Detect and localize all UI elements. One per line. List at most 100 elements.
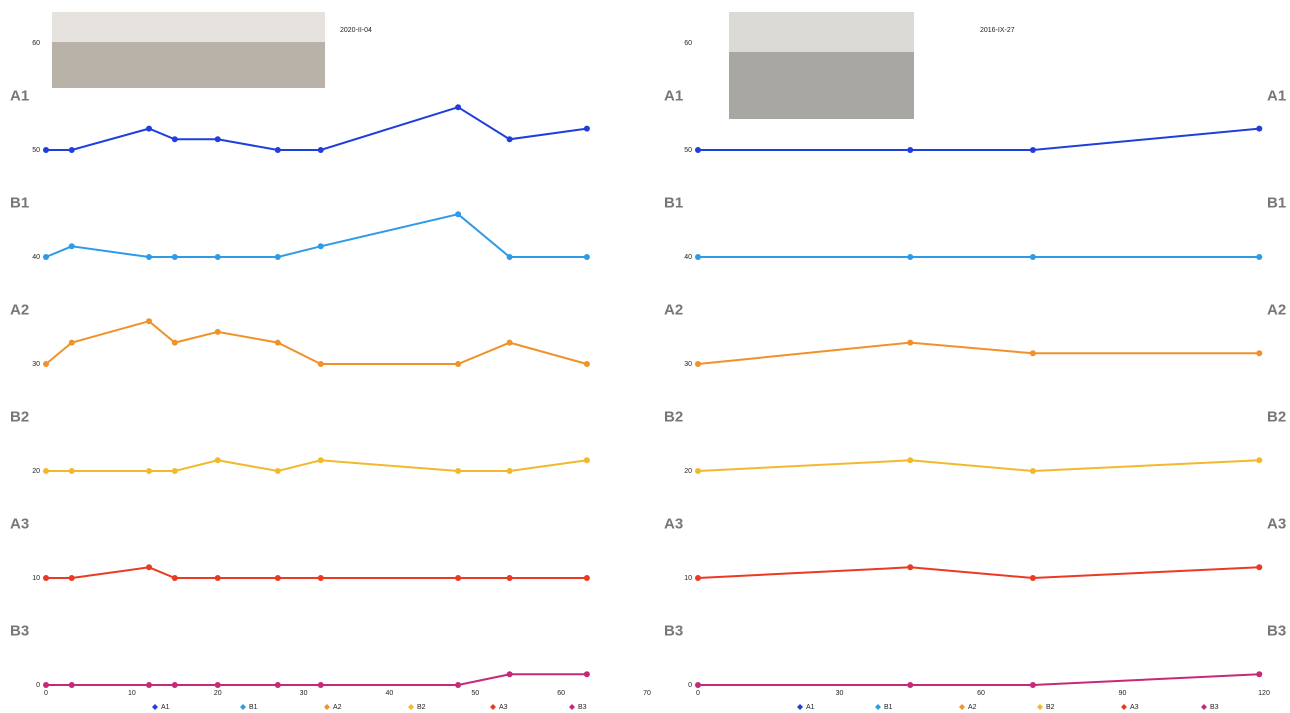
legend-label: A2 <box>333 704 342 711</box>
y-tick-label: 20 <box>32 468 40 475</box>
data-point <box>171 682 178 688</box>
chart-title: 2020-II-04 <box>340 27 372 34</box>
band-label: A1 <box>10 87 29 104</box>
data-point <box>146 254 153 260</box>
band-label: A1 <box>1267 87 1286 104</box>
data-point <box>68 339 75 346</box>
y-tick-label: 30 <box>684 361 692 368</box>
data-point <box>506 671 513 678</box>
x-tick-label: 30 <box>300 690 308 697</box>
legend-label: A2 <box>968 704 977 711</box>
data-point <box>907 254 914 260</box>
data-point <box>506 339 513 346</box>
legend-marker <box>797 704 803 710</box>
data-point <box>317 147 324 153</box>
band-label: B1 <box>10 194 29 211</box>
x-tick-label: 10 <box>128 690 136 697</box>
photo-wall <box>729 12 914 52</box>
labels: 2020-II-04 0 10 20 30 40 50 60 0 10 20 30 40 50 60 70 A1… <box>10 27 1286 711</box>
data-point <box>583 254 590 260</box>
y-tick-label: 10 <box>32 575 40 582</box>
series-line <box>698 127 1260 151</box>
band-label: B2 <box>10 408 29 425</box>
data-point <box>214 457 221 464</box>
band-label: A1 <box>664 87 683 104</box>
y-tick-label: 60 <box>684 40 692 47</box>
legend-marker <box>959 704 965 710</box>
band-label: A2 <box>1267 301 1286 318</box>
data-point <box>43 147 49 153</box>
legend-label: B2 <box>1046 704 1055 711</box>
data-point <box>583 457 590 464</box>
data-point <box>907 564 914 571</box>
band-label: A2 <box>664 301 683 318</box>
legend-label: B3 <box>1210 704 1219 711</box>
data-point <box>695 254 701 260</box>
x-tick-label: 60 <box>557 690 565 697</box>
data-point <box>1029 575 1036 581</box>
data-point <box>1029 468 1036 474</box>
data-point <box>1029 682 1036 688</box>
photo-wall <box>52 12 325 42</box>
series-line <box>46 566 587 579</box>
y-tick-label: 50 <box>684 147 692 154</box>
band-label: B3 <box>10 622 29 639</box>
data-point <box>214 682 221 688</box>
band-label: B3 <box>664 622 683 639</box>
y-tick-label: 50 <box>32 147 40 154</box>
data-point <box>43 254 49 260</box>
series-line <box>46 673 587 686</box>
data-point <box>214 254 221 260</box>
series-line <box>697 341 1260 365</box>
x-tick-label: 120 <box>1258 690 1270 697</box>
band-label: A3 <box>1267 515 1286 532</box>
y-tick-label: 10 <box>684 575 692 582</box>
x-tick-label: 60 <box>977 690 985 697</box>
data-point <box>695 682 701 688</box>
data-point <box>68 147 75 153</box>
band-label: B1 <box>1267 194 1286 211</box>
data-point <box>274 339 281 346</box>
series-line <box>697 459 1260 473</box>
band-label: A3 <box>664 515 683 532</box>
legend-marker <box>324 704 330 710</box>
legend-marker <box>490 704 496 710</box>
data-point <box>317 457 324 464</box>
legend-marker <box>875 704 881 710</box>
data-point <box>907 147 914 153</box>
x-tick-label: 50 <box>471 690 479 697</box>
data-point <box>68 243 75 250</box>
y-tick-label: 30 <box>32 361 40 368</box>
x-tick-label: 0 <box>696 690 700 697</box>
data-point <box>43 575 49 581</box>
x-tick-label: 90 <box>1119 690 1127 697</box>
data-point <box>907 682 914 688</box>
x-tick-label: 40 <box>386 690 394 697</box>
data-point <box>455 104 462 111</box>
data-point <box>1029 147 1036 153</box>
band-label: A3 <box>10 515 29 532</box>
x-tick-label: 30 <box>836 690 844 697</box>
data-point <box>171 136 178 143</box>
series-line <box>45 213 587 258</box>
data-point <box>43 468 49 474</box>
data-point <box>1029 254 1036 260</box>
legend-marker <box>1121 704 1127 710</box>
data-point <box>695 361 701 367</box>
data-point <box>455 468 462 474</box>
data-point <box>274 682 281 688</box>
y-tick-label: 0 <box>36 682 40 689</box>
legend-label: B2 <box>417 704 426 711</box>
band-label: B2 <box>664 408 683 425</box>
data-point <box>1256 564 1263 571</box>
data-point <box>274 254 281 260</box>
legend-label: A3 <box>1130 704 1139 711</box>
band-label: B1 <box>664 194 683 211</box>
data-point <box>317 361 324 367</box>
data-point <box>146 682 153 688</box>
data-point <box>68 682 75 688</box>
legend-marker <box>408 704 414 710</box>
data-point <box>43 361 49 367</box>
x-tick-label: 20 <box>214 690 222 697</box>
